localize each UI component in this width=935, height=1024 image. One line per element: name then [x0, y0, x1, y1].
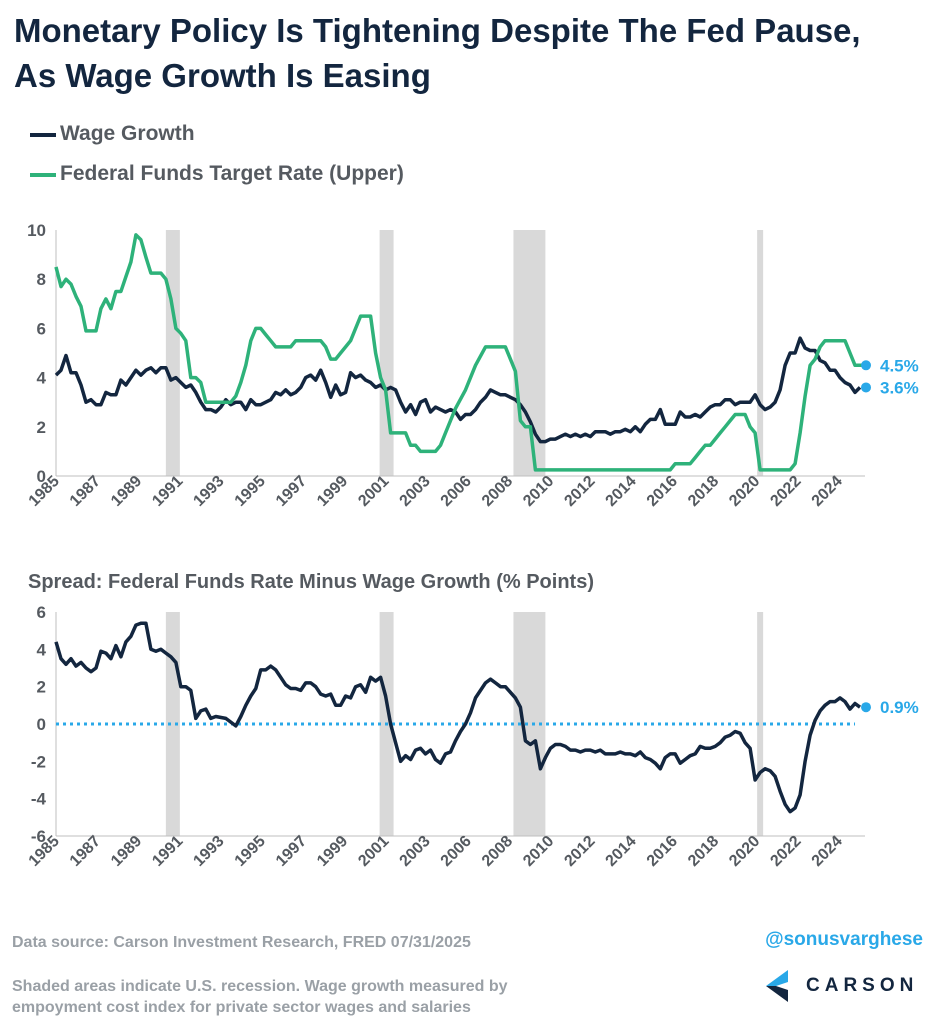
- carson-logo: CARSON: [762, 968, 922, 1004]
- legend-swatch-fed-funds: [30, 173, 56, 177]
- author-handle[interactable]: @sonusvarghese: [765, 929, 923, 950]
- carson-logo-icon: [766, 970, 788, 1002]
- series-end-marker-1: [861, 382, 871, 393]
- series-line-1: [54, 621, 862, 814]
- x-tick-label: 2022: [767, 473, 804, 510]
- x-tick-label: 1997: [273, 473, 310, 510]
- panel-title: Spread: Federal Funds Rate Minus Wage Gr…: [28, 571, 594, 593]
- footnote-line-2: empoyment cost index for private sector …: [12, 999, 471, 1016]
- chart-title: Monetary Policy Is Tightening Despite Th…: [14, 8, 929, 98]
- x-tick-label: 2008: [479, 473, 516, 510]
- x-tick-label: 2012: [561, 473, 598, 510]
- x-tick-label: 1999: [314, 473, 351, 510]
- x-tick-label: 1995: [232, 473, 269, 510]
- x-tick-label: 2010: [520, 473, 557, 510]
- brand-name: CARSON: [806, 975, 919, 996]
- x-tick-label: 1985: [26, 473, 63, 510]
- x-tick-label: 1993: [190, 473, 227, 510]
- x-tick-label: 2001: [355, 473, 392, 510]
- series-end-label-2: 4.5%: [880, 356, 919, 375]
- recession-band-1: [165, 230, 180, 476]
- x-tick-label: 2006: [438, 833, 475, 870]
- y-tick-label: -6: [31, 827, 46, 846]
- x-tick-label: 2008: [479, 833, 516, 870]
- x-tick-label: 1999: [314, 833, 351, 870]
- y-tick-label: 0: [37, 467, 46, 486]
- x-tick-label: 1987: [67, 833, 104, 870]
- legend-label-wage-growth: Wage Growth: [60, 122, 195, 145]
- series-end-label-1: 0.9%: [880, 698, 919, 717]
- x-tick-label: 2020: [726, 833, 763, 870]
- x-tick-label: 2016: [644, 833, 681, 870]
- x-tick-label: 2014: [603, 473, 640, 510]
- x-tick-label: 2016: [644, 473, 681, 510]
- legend-item-wage-growth: Wage Growth: [30, 122, 550, 148]
- x-tick-label: 2014: [603, 833, 640, 870]
- title-line-1: Monetary Policy Is Tightening Despite Th…: [14, 12, 861, 49]
- x-tick-label: 2010: [520, 833, 557, 870]
- x-tick-label: 2018: [685, 473, 722, 510]
- y-tick-label: 6: [37, 603, 46, 622]
- x-tick-label: 1987: [67, 473, 104, 510]
- x-tick-label: 2006: [438, 473, 475, 510]
- y-tick-label: 4: [37, 640, 47, 659]
- y-tick-label: 2: [37, 418, 46, 437]
- recession-band-4: [757, 612, 764, 836]
- legend-item-fed-funds: Federal Funds Target Rate (Upper): [30, 162, 550, 188]
- series-end-label-1: 3.6%: [880, 378, 919, 397]
- footnote-line-1: Shaded areas indicate U.S. recession. Wa…: [12, 978, 508, 995]
- x-tick-label: 1989: [108, 833, 145, 870]
- x-tick-label: 2012: [561, 833, 598, 870]
- recession-band-2: [379, 230, 394, 476]
- x-tick-label: 1993: [190, 833, 227, 870]
- y-tick-label: 8: [37, 270, 46, 289]
- data-source: Data source: Carson Investment Research,…: [12, 934, 471, 951]
- x-tick-label: 2001: [355, 833, 392, 870]
- series-end-marker-2: [861, 360, 871, 371]
- x-tick-label: 2024: [809, 473, 846, 510]
- x-tick-label: 1997: [273, 833, 310, 870]
- x-tick-label: 2018: [685, 833, 722, 870]
- recession-band-4: [757, 230, 764, 476]
- x-tick-label: 2003: [397, 833, 434, 870]
- chart-panel-2: Spread: Federal Funds Rate Minus Wage Gr…: [26, 571, 919, 870]
- x-tick-label: 2022: [767, 833, 804, 870]
- recession-band-3: [513, 230, 546, 476]
- x-tick-label: 2020: [726, 473, 763, 510]
- y-tick-label: 4: [37, 369, 47, 388]
- y-tick-label: 0: [37, 715, 46, 734]
- y-tick-label: 6: [37, 319, 46, 338]
- series-line-1: [54, 336, 862, 444]
- x-tick-label: 2024: [809, 833, 846, 870]
- series-end-marker-1: [861, 702, 871, 713]
- x-tick-label: 2003: [397, 473, 434, 510]
- x-tick-label: 1989: [108, 473, 145, 510]
- y-tick-label: -4: [31, 790, 47, 809]
- y-tick-label: -2: [31, 752, 46, 771]
- x-tick-label: 1995: [232, 833, 269, 870]
- title-line-2: As Wage Growth Is Easing: [14, 57, 431, 94]
- legend-label-fed-funds: Federal Funds Target Rate (Upper): [60, 162, 404, 185]
- y-tick-label: 2: [37, 678, 46, 697]
- series-line-2: [54, 233, 865, 472]
- legend-swatch-wage-growth: [30, 133, 56, 137]
- footnote: Shaded areas indicate U.S. recession. Wa…: [12, 976, 612, 1018]
- x-tick-label: 1991: [149, 833, 186, 870]
- x-tick-label: 1991: [149, 473, 186, 510]
- y-tick-label: 10: [27, 221, 46, 240]
